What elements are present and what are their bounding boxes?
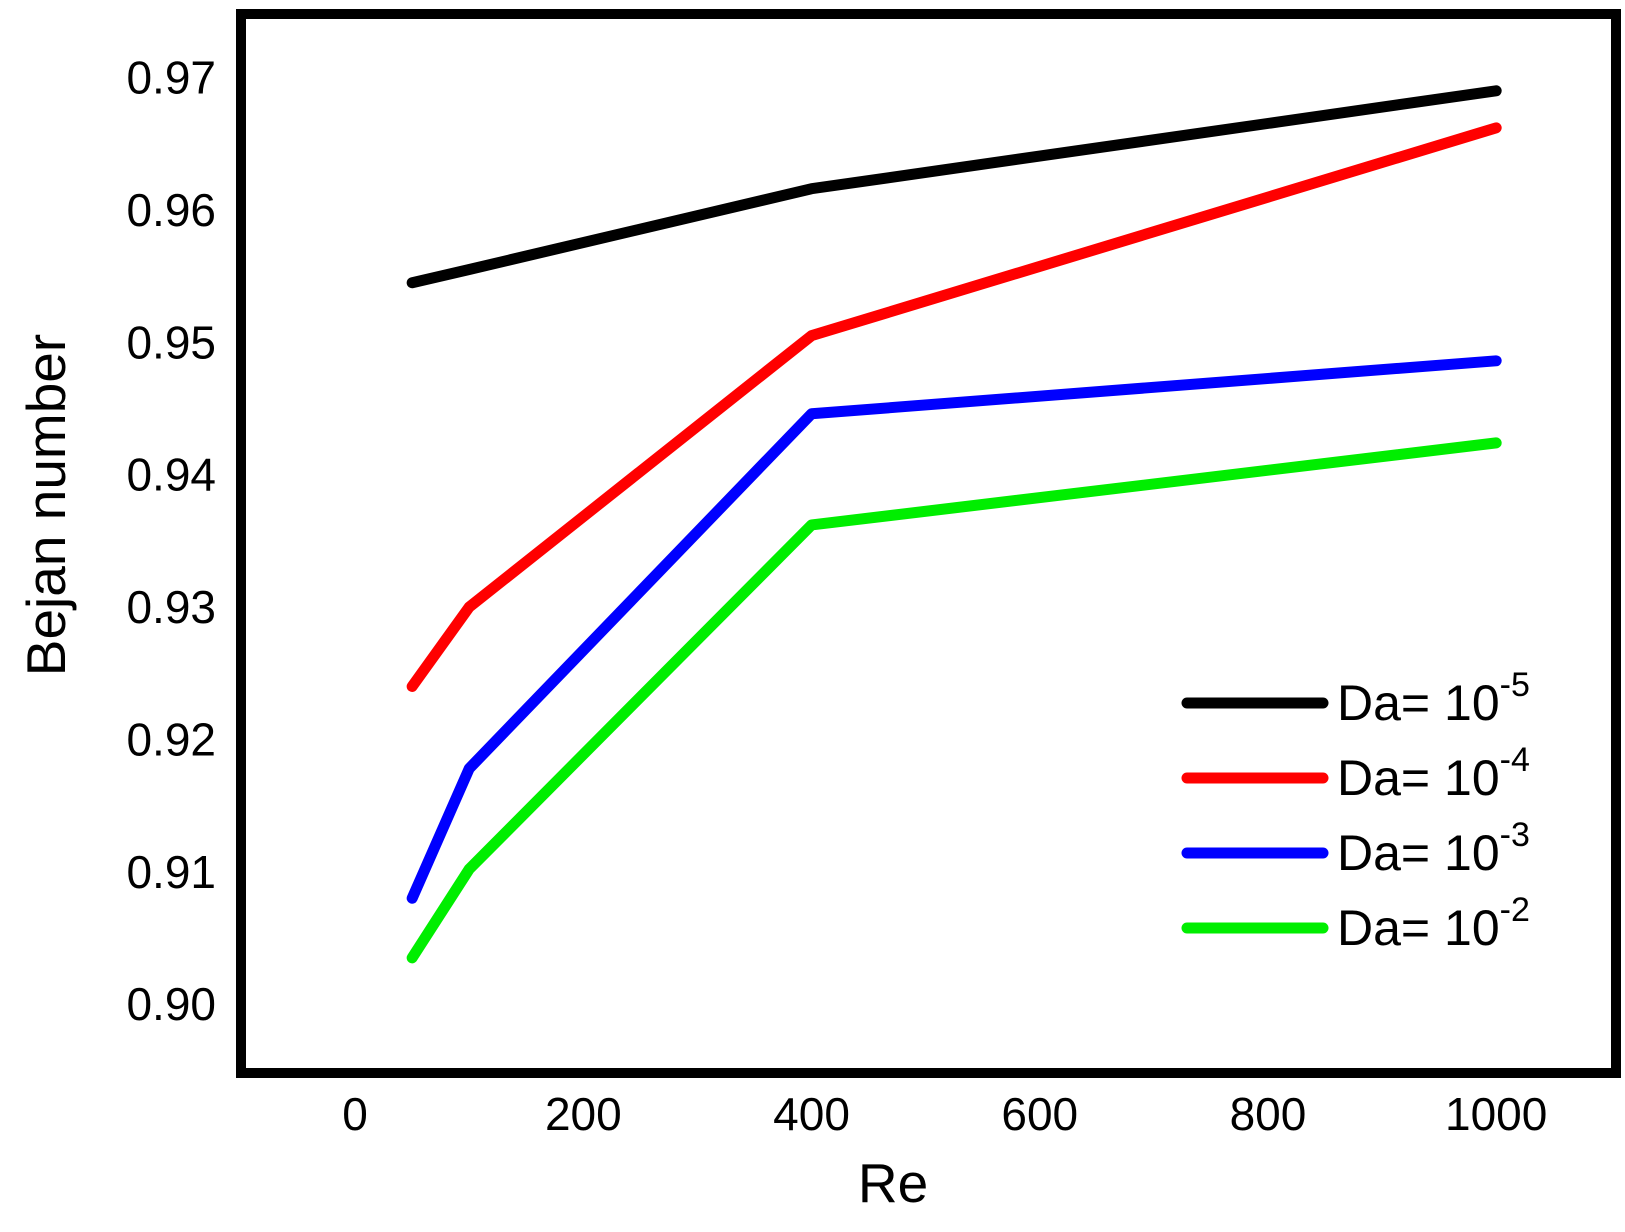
- legend-label-exponent: -2: [1500, 891, 1530, 929]
- y-tick-label-0.90: 0.90: [126, 978, 216, 1030]
- x-tick-label-600: 600: [1001, 1088, 1078, 1140]
- legend-label-da-1e-5: Da= 10-5: [1337, 666, 1530, 731]
- x-tick-label-200: 200: [545, 1088, 622, 1140]
- y-tick-label-0.92: 0.92: [126, 713, 216, 765]
- legend-label-da-1e-3: Da= 10-3: [1337, 816, 1530, 881]
- y-tick-label-0.95: 0.95: [126, 316, 216, 368]
- x-axis-title: Re: [858, 1152, 928, 1214]
- x-tick-label-0: 0: [342, 1088, 368, 1140]
- legend-label-base: Da= 10: [1337, 900, 1500, 956]
- series-line-da-1e-2: [406, 437, 1502, 964]
- y-tick-label-0.94: 0.94: [126, 449, 216, 501]
- legend-label-exponent: -4: [1500, 741, 1530, 779]
- series-line-da-1e-3: [406, 355, 1502, 904]
- y-tick-label-0.91: 0.91: [126, 846, 216, 898]
- y-axis-title: Bejan number: [15, 334, 77, 676]
- legend-label-base: Da= 10: [1337, 750, 1500, 806]
- legend-label-base: Da= 10: [1337, 675, 1500, 731]
- legend-label-da-1e-4: Da= 10-4: [1337, 741, 1530, 806]
- legend-label-da-1e-2: Da= 10-2: [1337, 891, 1530, 956]
- y-tick-label-0.97: 0.97: [126, 52, 216, 104]
- legend-label-base: Da= 10: [1337, 825, 1500, 881]
- x-tick-label-800: 800: [1230, 1088, 1307, 1140]
- legend-label-exponent: -5: [1500, 666, 1530, 704]
- series-line-da-1e-4: [406, 122, 1502, 692]
- x-tick-label-400: 400: [773, 1088, 850, 1140]
- plot-layer: 0.90 0.91 0.92 0.93 0.94 0.95 0.96 0.97 0 200 400 6…: [126, 9, 1621, 1140]
- y-tick-label-0.93: 0.93: [126, 581, 216, 633]
- plot-frame: [236, 9, 1621, 1078]
- x-tick-label-1000: 1000: [1445, 1088, 1547, 1140]
- y-tick-label-0.96: 0.96: [126, 184, 216, 236]
- legend-label-exponent: -3: [1500, 816, 1530, 854]
- series-line-da-1e-5: [406, 85, 1502, 289]
